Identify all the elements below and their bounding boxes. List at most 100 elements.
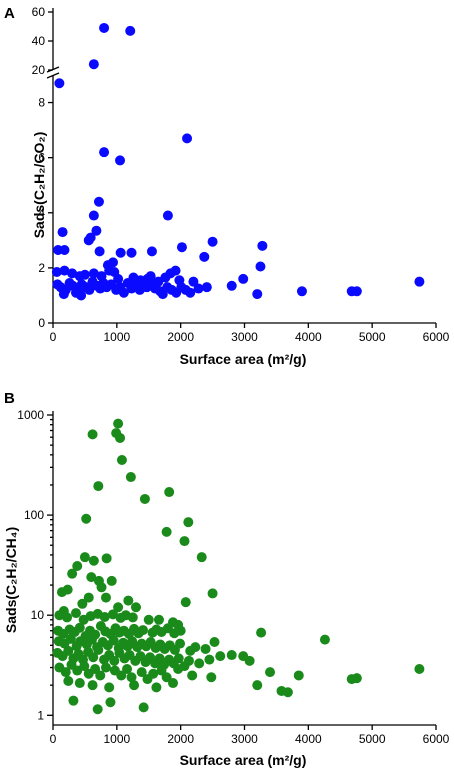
panel-b-data-point [183, 517, 194, 528]
panel-b-data-point [92, 704, 103, 715]
panel-a-data-point [185, 287, 196, 298]
panel-a-data-point [99, 147, 110, 158]
panel-a-data-point [57, 227, 68, 238]
panel-a-data-point [126, 247, 137, 258]
panel-b-data-point [175, 638, 186, 649]
panel-b-points [52, 418, 425, 715]
panel-b-data-point [115, 432, 126, 443]
panel-b-data-point [113, 602, 124, 613]
panel-a-data-point [94, 246, 105, 257]
panel-a-data-point [58, 289, 69, 300]
panel-a-points [51, 22, 425, 301]
panel-a-letter: A [4, 5, 15, 22]
panel-b-data-point [96, 582, 107, 593]
panel-a-data-point [296, 286, 307, 297]
panel-a-y-tick-label: 2 [38, 261, 45, 275]
panel-b-data-point [70, 608, 81, 619]
panel-b-data-point [87, 429, 98, 440]
panel-b-y-tick-label: 1000 [17, 408, 44, 422]
panel-b-x-tick-label: 5000 [359, 732, 386, 746]
panel-b-data-point [65, 633, 76, 644]
panel-b-data-point [319, 634, 330, 645]
panel-b-data-point [77, 598, 88, 609]
panel-b-x-ticks: 0 1000 2000 3000 4000 5000 6000 [50, 725, 450, 746]
panel-b-data-point [109, 655, 120, 666]
panel-b-data-point [79, 661, 90, 672]
panel-b-data-point [63, 645, 74, 656]
panel-b-data-point [183, 655, 194, 666]
panel-b-x-tick-label: 1000 [103, 732, 130, 746]
panel-a-data-point [54, 78, 65, 89]
panel-b: B 0 1000 2000 3000 4000 5000 6000 1 10 100 1000 S… [3, 390, 450, 768]
panel-a-data-point [85, 232, 96, 243]
panel-b-data-point [293, 670, 304, 681]
panel-a-data-point [59, 265, 70, 276]
panel-b-data-point [351, 673, 362, 684]
panel-b-data-point [173, 653, 184, 664]
panel-a-data-point [115, 155, 126, 166]
panel-b-data-point [226, 650, 237, 661]
panel-b-data-point [127, 612, 138, 623]
panel-a-data-point [201, 282, 212, 293]
panel-a-data-point [176, 242, 187, 253]
panel-b-data-point [123, 595, 134, 606]
panel-b-data-point [101, 553, 112, 564]
panel-b-data-point [175, 625, 186, 636]
panel-a-y-tick-label: 8 [38, 96, 45, 110]
panel-a-x-ticks: 0 1000 2000 3000 4000 5000 6000 [50, 323, 450, 344]
panel-b-data-point [179, 536, 190, 547]
panel-b-data-point [68, 695, 79, 706]
panel-b-data-point [161, 526, 172, 537]
panel-b-data-point [83, 592, 94, 603]
panel-a: A 0 1000 2000 3000 4000 5000 6000 02468204060 … [4, 5, 450, 367]
panel-a-data-point [88, 210, 99, 221]
panel-b-data-point [74, 678, 85, 689]
panel-b-y-tick-label: 10 [31, 608, 45, 622]
panel-a-data-point [115, 247, 126, 258]
panel-b-data-point [207, 588, 218, 599]
panel-a-data-point [257, 240, 268, 251]
panel-b-y-tick-label: 1 [37, 708, 44, 722]
panel-b-data-point [108, 609, 119, 620]
panel-a-data-point [125, 25, 136, 36]
panel-a-y-tick-label: 4 [38, 206, 45, 220]
panel-a-axis-break-mark [46, 72, 60, 79]
panel-b-data-point [206, 672, 217, 683]
panel-b-data-point [100, 662, 111, 673]
panel-a-data-point [188, 276, 199, 287]
panel-b-data-point [215, 651, 226, 662]
panel-b-data-point [200, 643, 211, 654]
panel-b-data-point [93, 481, 104, 492]
panel-b-y-ticks: 1 10 100 1000 [17, 408, 53, 722]
panel-a-data-point [146, 246, 157, 257]
panel-a-x-tick-label: 2000 [167, 330, 194, 344]
panel-a-data-point [182, 133, 193, 144]
panel-a-data-point [162, 210, 173, 221]
panel-b-data-point [125, 472, 136, 483]
panel-a-x-tick-label: 6000 [423, 330, 450, 344]
panel-b-data-point [153, 614, 164, 625]
panel-b-data-point [282, 687, 293, 698]
panel-b-data-point [99, 611, 110, 622]
panel-b-data-point [95, 670, 106, 681]
panel-b-data-point [88, 652, 99, 663]
panel-b-data-point [116, 670, 127, 681]
panel-a-x-axis-title: Surface area (m²/g) [180, 351, 307, 367]
panel-a-data-point [255, 261, 266, 272]
panel-b-data-point [72, 561, 83, 572]
panel-b-data-point [100, 592, 111, 603]
panel-b-x-tick-label: 6000 [423, 732, 450, 746]
panel-b-data-point [143, 614, 154, 625]
panel-a-data-point [193, 283, 204, 294]
panel-a-data-point [238, 273, 249, 284]
panel-b-data-point [56, 587, 67, 598]
panel-b-data-point [173, 664, 184, 675]
panel-a-x-tick-label: 4000 [295, 330, 322, 344]
panel-a-data-point [207, 236, 218, 247]
panel-a-y-tick-label: 0 [38, 316, 45, 330]
panel-b-data-point [79, 552, 90, 563]
panel-b-x-tick-label: 4000 [295, 732, 322, 746]
panel-b-data-point [180, 597, 191, 608]
panel-b-data-point [148, 668, 159, 679]
